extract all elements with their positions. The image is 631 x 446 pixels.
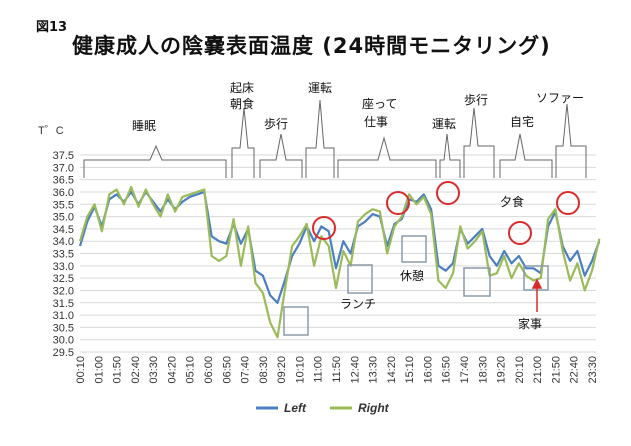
x-tick-label: 19:20 [496,356,508,384]
x-tick-label: 21:00 [532,356,544,384]
legend-left-label: Left [284,401,307,415]
bracket-walk2 [463,107,495,178]
peak-highlights [312,181,580,245]
x-tick-label: 01:00 [93,356,105,384]
bracket-drive1 [305,99,335,178]
y-tick-label: 37.5 [53,150,74,162]
bracket-drive2 [439,133,461,178]
activity-drive2: 運転 [432,117,456,131]
x-tick-label: 23:30 [587,356,599,384]
peak-circle [508,221,532,245]
activity-walk1: 歩行 [264,116,288,131]
x-tick-label: 18:30 [477,356,489,384]
chart-title: 健康成人の陰嚢表面温度 (24時間モニタリング) [72,34,551,58]
y-tick-label: 32.0 [53,285,74,297]
y-tick-label: 37.0 [53,162,74,174]
y-tick-label: 34.0 [53,236,74,248]
x-tick-label: 13:30 [368,356,380,384]
y-tick-label: 29.5 [53,347,74,359]
activity-sit: 座って [362,96,397,111]
activity-home: 自宅 [510,114,534,129]
x-tick-label: 14:20 [386,356,398,384]
peak-circle [556,191,580,215]
series-layer [78,185,601,339]
x-tick-label: 01:50 [112,356,124,384]
dip-box [283,306,309,336]
y-tick-label: 36.5 [53,175,74,187]
x-tick-label: 17:40 [459,356,471,384]
bracket-walk1 [259,133,303,178]
y-tick-label: 36.0 [53,187,74,199]
peak-circle [312,216,336,240]
x-tick-label: 16:50 [441,356,453,384]
bracket-wake [231,107,255,178]
bracket-home [499,133,553,178]
x-tick-label: 02:40 [130,356,142,384]
annotation-chores: 家事 [518,316,542,331]
y-tick-label: 35.5 [53,199,74,211]
dip-box [463,267,491,297]
x-tick-label: 20:10 [514,356,526,384]
dip-box [523,265,549,291]
legend: Left Right [256,401,390,415]
activity-brackets [83,99,587,178]
x-tick-label: 05:10 [185,356,197,384]
y-tick-label: 35.0 [53,212,74,224]
y-tick-label: 30.5 [53,322,74,334]
y-tick-label: 31.0 [53,310,74,322]
x-tick-labels: 00:10 01:00 01:50 02:40 03:30 04:20 05:10 06:00… [75,356,599,384]
x-tick-label: 21:50 [550,356,562,384]
legend-right-label: Right [358,401,390,415]
activity-sleep: 睡眠 [132,119,156,133]
series-line-right [78,185,601,339]
x-tick-label: 16:00 [422,356,434,384]
activity-wake: 起床 [230,81,254,95]
x-tick-label: 11:00 [313,356,325,383]
y-tick-label: 32.5 [53,273,74,285]
dip-boxes [283,235,549,336]
activity-drive1: 運転 [308,81,332,95]
dip-box [401,235,427,263]
grid [80,154,596,353]
chores-arrow [531,278,543,312]
y-tick-labels: 37.537.036.536.035.535.034.534.033.533.0… [53,150,74,359]
x-tick-label: 22:40 [569,356,581,384]
activity-sofa: ソファー [536,91,584,105]
bracket-desk [337,136,437,178]
x-tick-label: 06:00 [203,356,215,384]
x-tick-label: 07:40 [240,356,252,384]
y-tick-label: 30.0 [53,335,74,347]
x-tick-label: 08:30 [258,356,270,384]
activity-work: 仕事 [364,115,388,129]
annotation-lunch: ランチ [340,297,376,311]
x-tick-label: 10:10 [294,356,306,384]
y-tick-label: 31.5 [53,298,74,310]
peak-circle [386,191,410,215]
y-tick-label: 34.5 [53,224,74,236]
bracket-sleep [83,144,227,178]
x-tick-label: 12:40 [349,356,361,384]
y-axis-label: T゜C [38,124,64,137]
figure-label: 図13 [36,20,68,35]
x-tick-label: 03:30 [148,356,160,384]
activity-walk2: 歩行 [464,92,488,107]
peak-circle [436,181,460,205]
annotation-dinner: 夕食 [500,194,524,209]
x-tick-label: 04:20 [166,356,178,384]
x-tick-label: 00:10 [75,356,87,384]
y-tick-label: 33.0 [53,261,74,273]
activity-breakfast: 朝食 [230,96,254,111]
dip-box [347,264,373,294]
y-tick-label: 33.5 [53,249,74,261]
x-tick-label: 15:10 [404,356,416,384]
annotation-rest: 休憩 [400,268,424,283]
x-tick-label: 09:20 [276,356,288,384]
bracket-sofa [555,103,587,178]
x-tick-label: 11:50 [331,356,343,383]
x-tick-label: 06:50 [221,356,233,384]
